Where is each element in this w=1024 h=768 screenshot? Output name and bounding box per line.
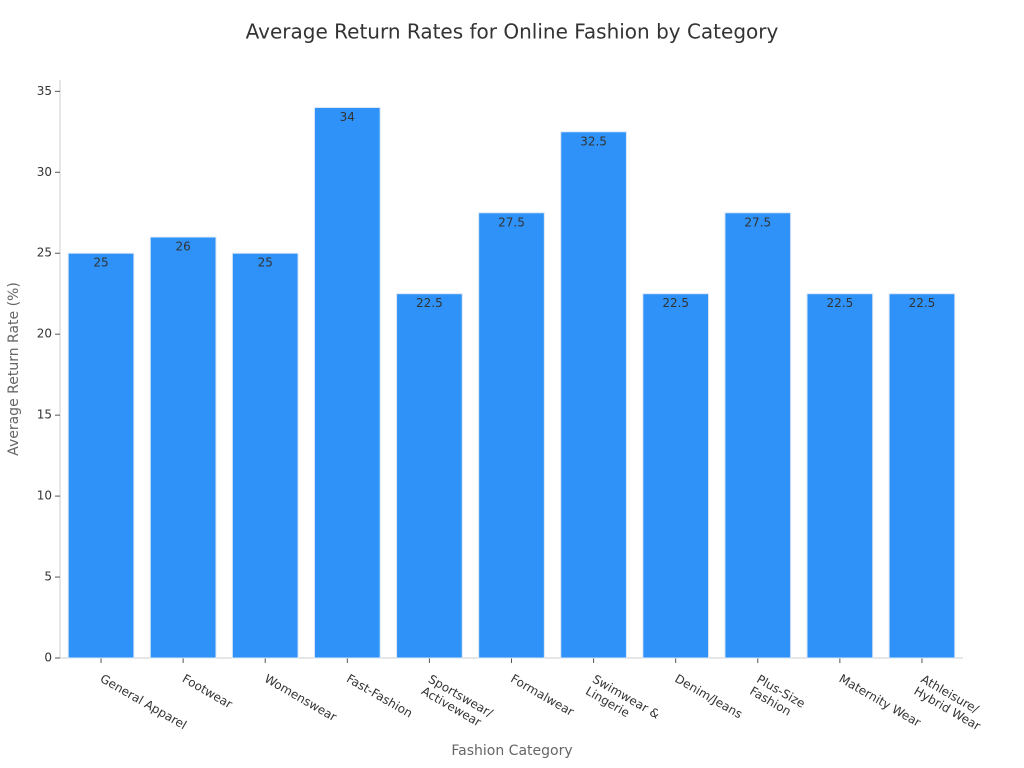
y-tick-label: 0 xyxy=(44,651,52,665)
bar xyxy=(724,212,792,659)
value-label: 25 xyxy=(93,256,108,270)
value-label: 32.5 xyxy=(580,134,607,148)
x-tick-label: General Apparel xyxy=(98,672,189,733)
bar xyxy=(396,293,463,659)
bar xyxy=(231,252,299,659)
bar xyxy=(642,293,710,659)
x-tick-label: Swimwear &Lingerie xyxy=(583,672,662,734)
value-label: 22.5 xyxy=(662,296,689,310)
bar xyxy=(888,293,956,659)
y-axis-label: Average Return Rate (%) xyxy=(6,282,22,456)
x-tick-label: Sportswear/Activewear xyxy=(419,672,496,733)
value-label: 27.5 xyxy=(744,215,771,229)
value-label: 27.5 xyxy=(498,215,525,229)
value-label: 22.5 xyxy=(909,296,936,310)
bar xyxy=(806,293,874,659)
bar xyxy=(67,252,135,659)
x-axis-label: Fashion Category xyxy=(451,743,572,759)
chart-title: Average Return Rates for Online Fashion … xyxy=(246,20,779,44)
x-tick-label: Denim/Jeans xyxy=(672,672,744,722)
y-tick-label: 35 xyxy=(37,84,52,98)
x-tick-label: Maternity Wear xyxy=(837,672,924,730)
bar xyxy=(313,107,381,659)
x-tick-label: Athleisure/Hybrid Wear xyxy=(912,672,990,733)
x-tick-label: Plus-SizeFashion xyxy=(748,672,808,723)
y-tick-label: 30 xyxy=(37,165,52,179)
x-tick-label: Fast-Fashion xyxy=(344,672,415,721)
bar xyxy=(560,131,627,659)
value-label: 25 xyxy=(258,256,273,270)
bar xyxy=(149,236,217,659)
y-tick-label: 25 xyxy=(37,246,52,260)
y-tick-label: 10 xyxy=(37,489,52,503)
y-tick-label: 5 xyxy=(44,570,52,584)
x-tick-label: Formalwear xyxy=(508,672,576,719)
y-tick-label: 15 xyxy=(37,408,52,422)
value-label: 26 xyxy=(175,240,190,254)
y-tick-label: 20 xyxy=(37,327,52,341)
value-label: 22.5 xyxy=(827,296,854,310)
value-label: 34 xyxy=(340,110,355,124)
x-tick-label: Womenswear xyxy=(262,672,339,725)
x-tick-label: Footwear xyxy=(180,672,235,712)
value-label: 22.5 xyxy=(416,296,443,310)
bar xyxy=(478,212,545,659)
